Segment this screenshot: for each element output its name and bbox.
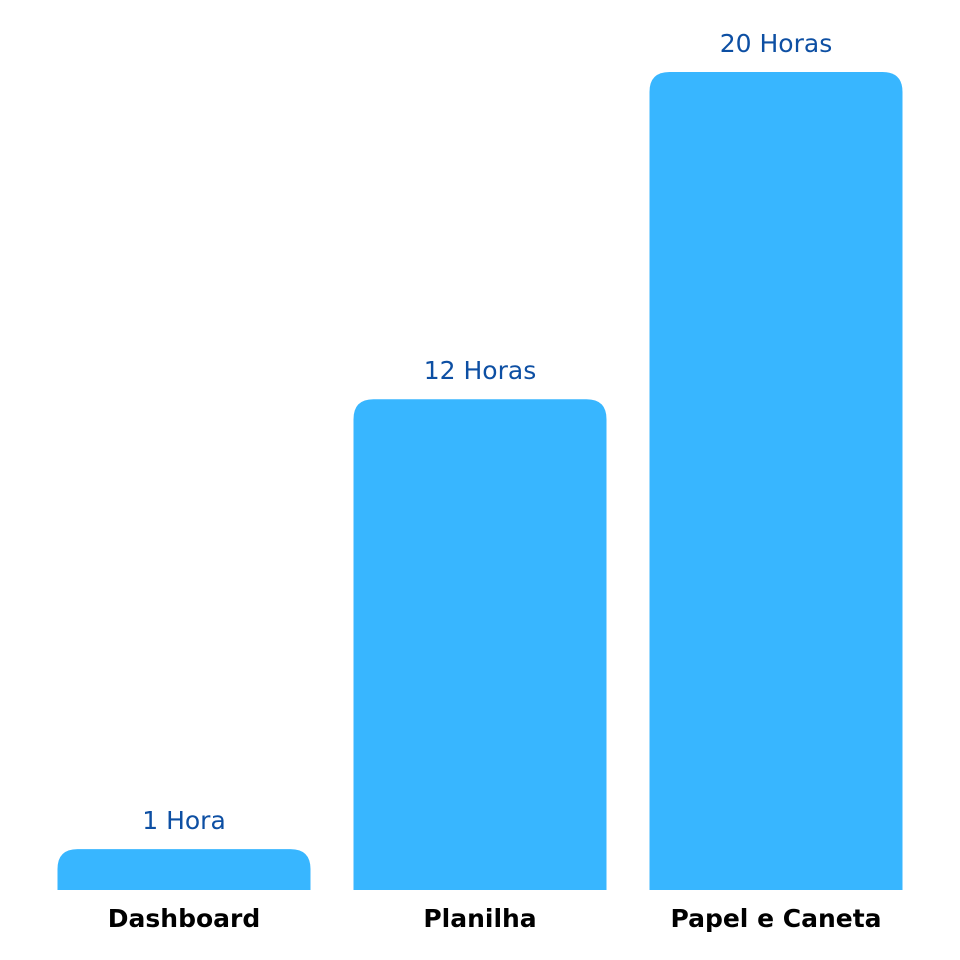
bar-dashboard: [57, 849, 311, 890]
data-label: 12 Horas: [424, 356, 536, 385]
category-label: Dashboard: [108, 904, 260, 933]
category-label: Planilha: [423, 904, 536, 933]
data-label: 1 Hora: [142, 806, 226, 835]
bar-planilha: [353, 399, 607, 890]
data-label: 20 Horas: [720, 29, 832, 58]
category-label: Papel e Caneta: [670, 904, 881, 933]
bar-papel-e-caneta: [649, 72, 903, 890]
